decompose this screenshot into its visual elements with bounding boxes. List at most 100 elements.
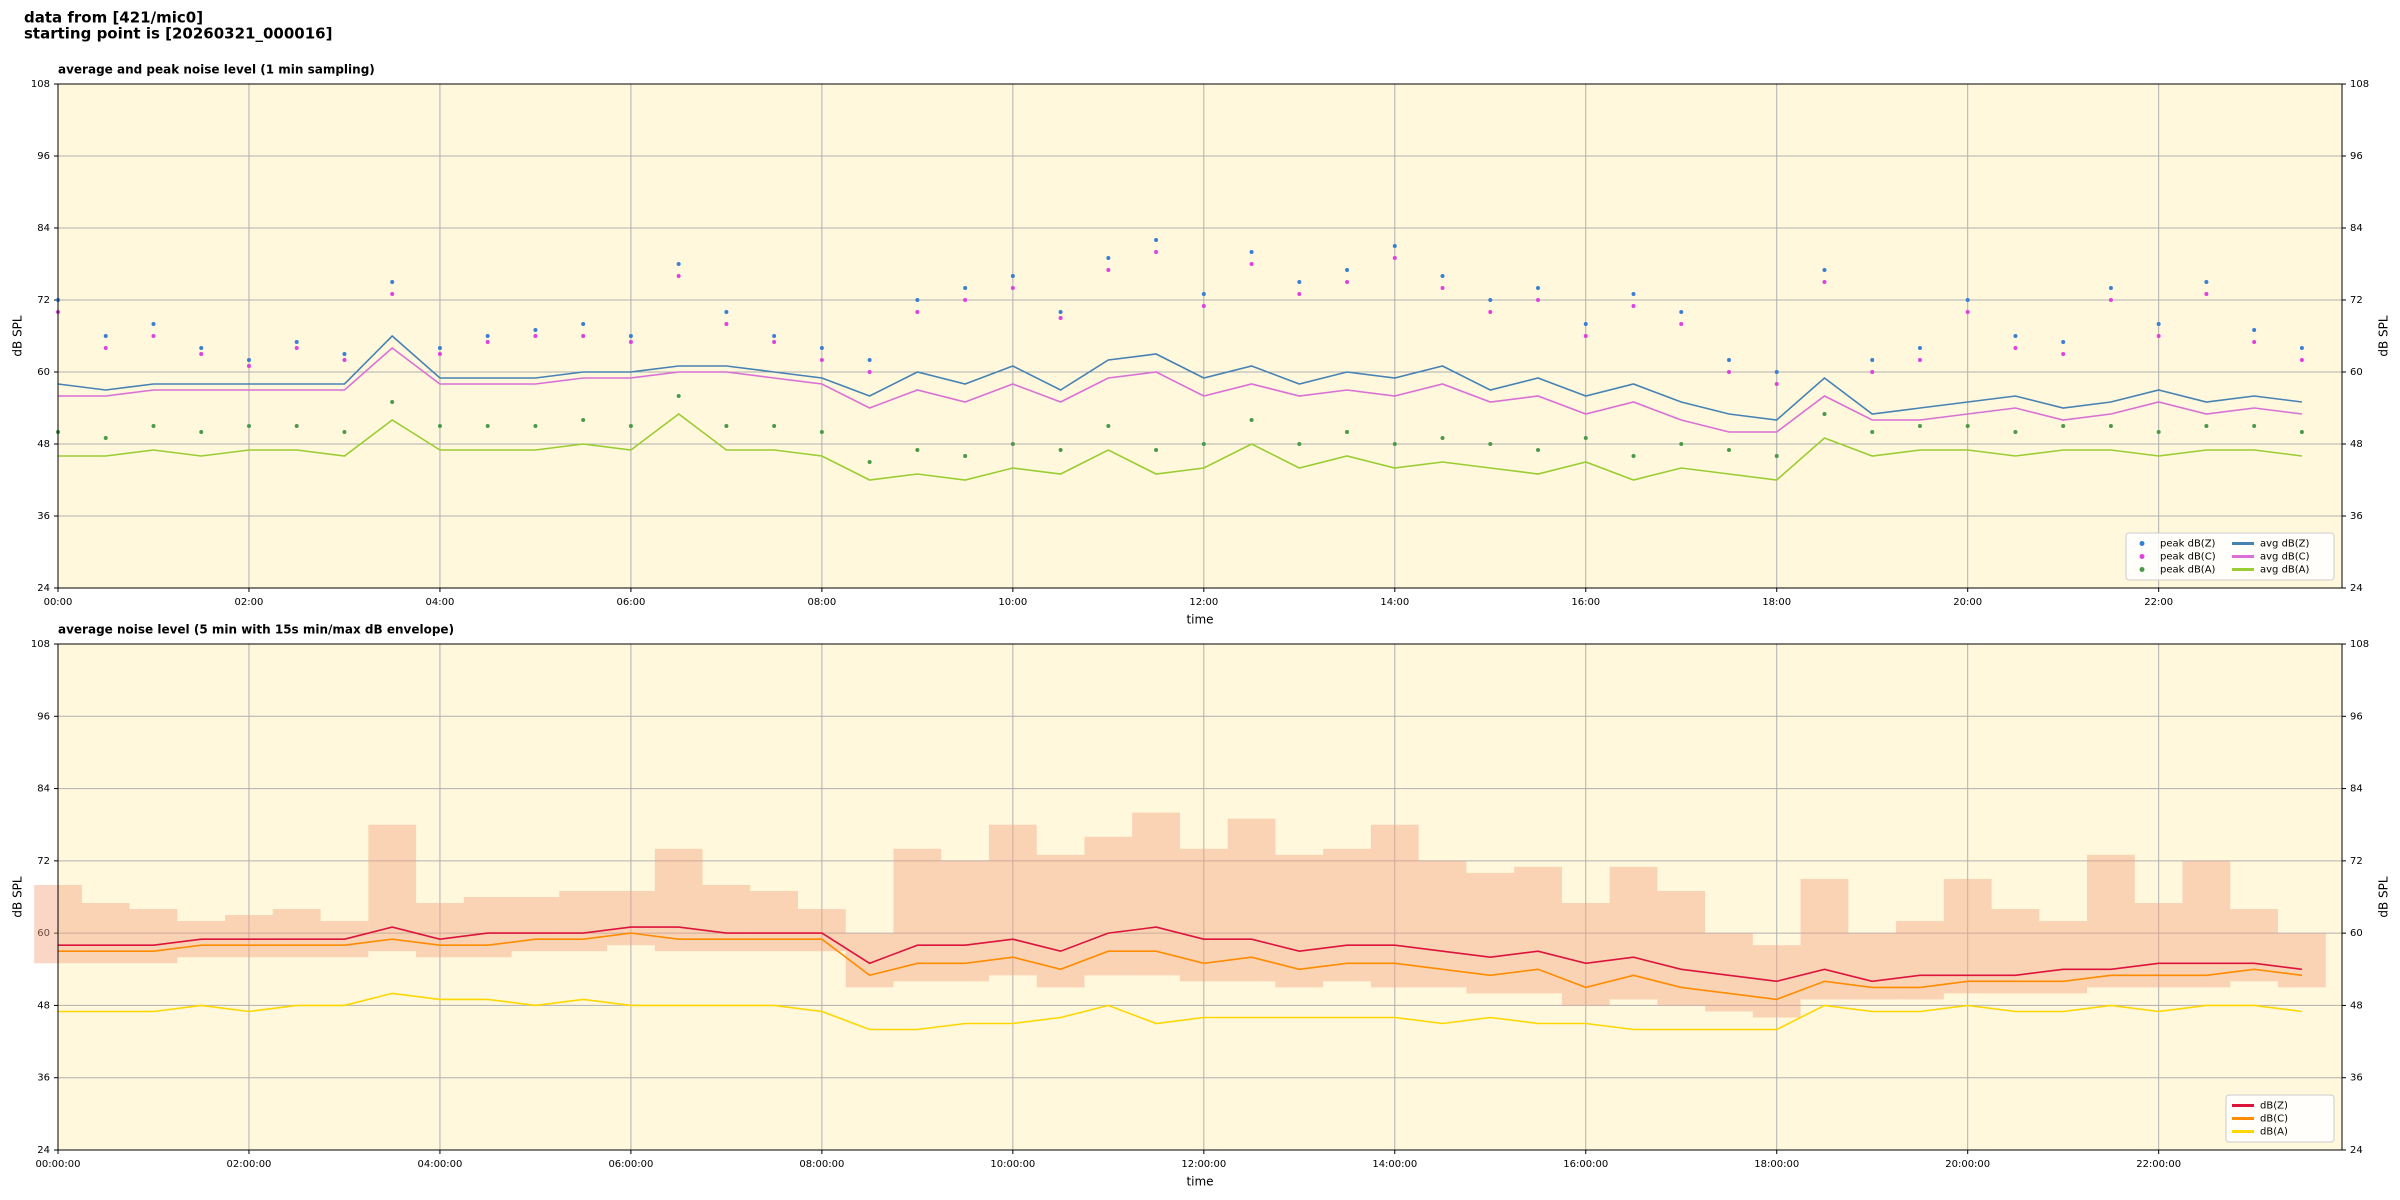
- peak-dot: [772, 424, 777, 428]
- legend-label: dB(Z): [2260, 1101, 2288, 1112]
- peak-dot: [2108, 298, 2113, 302]
- peak-dot: [1488, 310, 1493, 314]
- peak-dot: [963, 298, 968, 302]
- envelope: [1132, 812, 1180, 976]
- peak-dot: [1201, 304, 1206, 308]
- y-tick-label: 108: [2350, 639, 2369, 650]
- envelope: [2230, 909, 2279, 982]
- peak-dot: [2061, 340, 2066, 344]
- peak-dot: [1822, 268, 1827, 272]
- plot-frame: [57, 83, 2343, 589]
- peak-dot: [772, 340, 777, 344]
- envelope: [463, 897, 512, 958]
- envelope: [607, 890, 655, 946]
- legend-swatch: [2139, 541, 2145, 546]
- y-tick-label: 24: [37, 583, 50, 594]
- envelope: [1705, 933, 1753, 1012]
- peak-dot: [819, 346, 824, 350]
- peak-dot: [1631, 292, 1636, 296]
- x-tick-label: 22:00:00: [2136, 1159, 2181, 1170]
- peak-dot: [1583, 322, 1588, 326]
- y-tick-label: 48: [37, 439, 50, 450]
- envelope: [2182, 860, 2231, 988]
- peak-dot: [1345, 268, 1350, 272]
- envelope: [845, 933, 894, 988]
- peak-dot: [1965, 298, 1970, 302]
- peak-dot: [867, 358, 872, 362]
- peak-dot: [1488, 298, 1493, 302]
- peak-dot: [2299, 358, 2304, 362]
- peak-dot: [676, 274, 681, 278]
- envelope: [1036, 854, 1085, 988]
- envelope: [1227, 818, 1276, 982]
- peak-dot: [1631, 304, 1636, 308]
- y-tick-label: 48: [37, 1000, 50, 1011]
- series-line: [58, 412, 2302, 481]
- envelope: [1657, 890, 1706, 1006]
- y-tick-label: 48: [2350, 439, 2363, 450]
- peak-dot: [1822, 280, 1827, 284]
- peak-dot: [1774, 454, 1779, 458]
- peak-dot: [199, 346, 204, 350]
- peak-dot: [819, 358, 824, 362]
- x-tick-label: 00:00: [44, 597, 73, 608]
- y-tick-label: 72: [2350, 856, 2363, 867]
- y-tick-label: 108: [31, 639, 50, 650]
- peak-dot: [103, 334, 108, 338]
- envelope: [81, 903, 130, 964]
- peak-dot: [1010, 274, 1015, 278]
- peak-dot: [1965, 310, 1970, 314]
- envelope: [1323, 848, 1371, 982]
- peak-dot: [485, 340, 490, 344]
- peak-dot: [867, 370, 872, 374]
- legend-label: peak dB(C): [2160, 552, 2216, 563]
- peak-dot: [103, 346, 108, 350]
- x-axis-label: time: [1186, 1175, 1213, 1189]
- peak-dot: [1536, 286, 1541, 290]
- peak-dot: [1010, 442, 1015, 446]
- envelope: [893, 848, 942, 982]
- peak-dot: [533, 424, 538, 428]
- peak-dot: [1440, 286, 1445, 290]
- peak-dot: [581, 322, 586, 326]
- plot-background: [58, 644, 2342, 1150]
- peak-dot: [724, 322, 729, 326]
- peak-dot: [1106, 268, 1111, 272]
- peak-dot: [390, 280, 395, 284]
- peak-dot: [915, 310, 920, 314]
- peak-dot: [1583, 334, 1588, 338]
- envelope: [559, 890, 608, 952]
- x-tick-label: 22:00: [2144, 597, 2173, 608]
- peak-dot: [485, 334, 490, 338]
- peak-dot: [1870, 370, 1875, 374]
- peak-dot: [867, 460, 872, 464]
- y-tick-label: 72: [2350, 295, 2363, 306]
- peak-dot: [2013, 430, 2018, 434]
- peak-dot: [628, 334, 633, 338]
- peak-dot: [342, 358, 347, 362]
- x-tick-label: 14:00: [1380, 597, 1409, 608]
- peak-dot: [2013, 346, 2018, 350]
- peak-dot: [1154, 250, 1159, 254]
- peak-dot: [485, 424, 490, 428]
- peak-dot: [390, 400, 395, 404]
- peak-dot: [1058, 310, 1063, 314]
- x-tick-label: 10:00: [998, 597, 1027, 608]
- peak-dot: [1106, 256, 1111, 260]
- y-axis-label: dB SPL: [2377, 315, 2391, 357]
- peak-dot: [151, 424, 156, 428]
- peak-dot: [1392, 442, 1397, 446]
- envelope: [750, 890, 799, 952]
- y-tick-label: 48: [2350, 1000, 2363, 1011]
- peak-dot: [1917, 346, 1922, 350]
- peak-dot: [294, 346, 299, 350]
- envelope: [1848, 933, 1897, 1000]
- chart-title: average and peak noise level (1 min samp…: [58, 63, 375, 77]
- peak-dot: [1917, 424, 1922, 428]
- envelope: [2134, 903, 2183, 988]
- peak-dot: [1488, 442, 1493, 446]
- peak-dot: [390, 292, 395, 296]
- peak-dot: [581, 334, 586, 338]
- x-tick-label: 20:00:00: [1945, 1159, 1990, 1170]
